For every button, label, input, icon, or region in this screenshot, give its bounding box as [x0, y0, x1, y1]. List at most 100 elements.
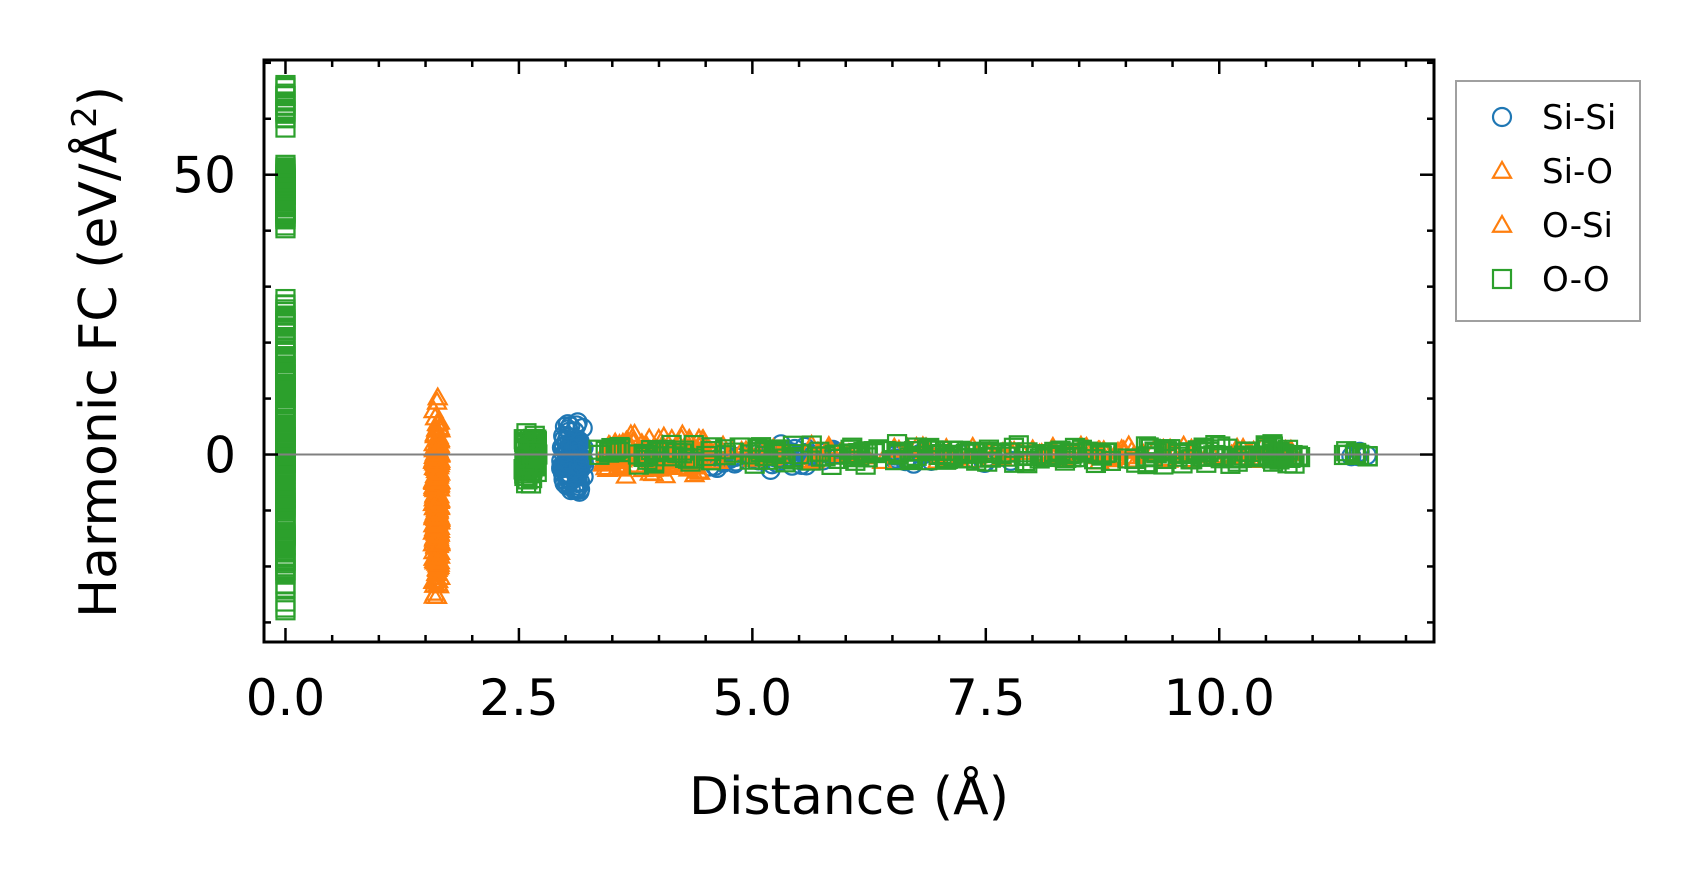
point-o-si	[427, 568, 449, 589]
point-o-si	[429, 532, 451, 552]
point-o-o	[842, 437, 863, 458]
x-tick-label: 7.5	[946, 669, 1026, 727]
point-o-o	[840, 439, 861, 460]
point-o-si	[422, 584, 445, 604]
point-o-si	[424, 442, 446, 462]
y-axis-label-superscript: 2	[65, 106, 105, 128]
point-o-o	[1167, 443, 1188, 464]
point-o-o	[275, 288, 296, 310]
x-tick-label: 0.0	[246, 669, 326, 727]
point-o-o	[919, 437, 940, 459]
point-o-o	[609, 441, 630, 463]
point-o-o	[1194, 438, 1215, 459]
point-o-si	[426, 386, 449, 406]
point-o-o	[599, 442, 620, 463]
point-o-si	[423, 438, 445, 458]
point-o-o	[1050, 440, 1071, 461]
point-o-o	[853, 442, 874, 463]
point-o-o	[275, 509, 296, 530]
point-o-o	[1336, 441, 1357, 462]
x-tick-label: 10.0	[1164, 669, 1275, 727]
legend-frame	[1455, 80, 1641, 322]
point-o-o	[275, 356, 296, 378]
y-axis-label-close: )	[69, 86, 129, 106]
point-o-o	[275, 311, 296, 332]
point-o-o	[275, 299, 296, 320]
legend-label-si-o: Si-O	[1542, 152, 1613, 192]
point-o-o	[640, 439, 662, 461]
point-o-o	[939, 440, 960, 461]
y-tick-label: 50	[172, 147, 236, 205]
point-o-o	[275, 482, 296, 503]
point-o-o	[1233, 445, 1255, 466]
point-o-o	[1124, 448, 1145, 470]
point-o-si	[426, 511, 449, 531]
point-si-si	[558, 419, 579, 440]
x-tick-label: 5.0	[713, 669, 793, 727]
point-o-o	[1236, 441, 1257, 462]
point-o-o	[1003, 437, 1025, 458]
point-o-o	[1036, 446, 1057, 468]
legend-label-o-o: O-O	[1542, 260, 1610, 300]
point-o-si	[426, 545, 449, 565]
point-o-o	[754, 441, 775, 462]
point-o-o	[275, 177, 296, 198]
point-si-si	[573, 451, 594, 472]
point-o-o	[809, 441, 830, 462]
point-o-o	[516, 423, 537, 444]
point-o-o	[863, 441, 884, 462]
point-o-o	[1062, 443, 1083, 464]
point-o-si	[611, 453, 633, 473]
point-o-o	[1262, 434, 1283, 455]
point-si-si	[557, 414, 578, 435]
point-o-si	[1117, 434, 1140, 454]
point-o-o	[1178, 442, 1199, 463]
legend-label-o-si: O-Si	[1542, 206, 1613, 246]
y-tick-labels: 0 50	[172, 147, 236, 485]
point-o-o	[923, 440, 944, 461]
point-o-o	[1096, 442, 1118, 463]
point-o-o	[275, 553, 296, 574]
point-o-o	[595, 440, 616, 462]
point-o-o	[588, 439, 609, 460]
point-o-o	[700, 440, 721, 462]
x-tick-labels: 0.0 2.5 5.0 7.5 10.0	[246, 669, 1275, 727]
point-o-o	[1085, 443, 1106, 464]
point-o-o	[747, 437, 768, 458]
point-o-o	[715, 439, 736, 460]
point-o-o	[943, 445, 964, 467]
point-o-si	[424, 502, 447, 522]
legend-marker-o-si	[1491, 213, 1513, 233]
x-tick-label: 2.5	[479, 669, 559, 727]
point-o-si	[422, 399, 445, 419]
legend-marker-si-o	[1491, 159, 1513, 179]
data-points	[275, 74, 1378, 621]
point-o-si	[427, 572, 449, 592]
point-o-o	[1155, 439, 1176, 460]
point-o-si	[623, 422, 646, 442]
y-axis-label-main: Harmonic FC (eV/Å	[67, 127, 129, 618]
point-o-o	[275, 591, 296, 612]
point-o-o	[275, 98, 296, 119]
point-o-o	[964, 443, 985, 464]
point-o-o	[1357, 445, 1378, 467]
legend: Si-Si Si-O O-Si O-O	[1455, 80, 1641, 322]
point-o-o	[526, 441, 548, 462]
point-o-si	[425, 466, 448, 486]
point-o-o	[275, 537, 296, 559]
point-o-o	[275, 522, 296, 543]
point-o-o	[864, 442, 885, 464]
point-o-o	[886, 434, 908, 455]
point-o-o	[749, 439, 770, 460]
y-axis-label: Harmonic FC (eV/Å2)	[65, 86, 129, 618]
legend-label-si-si: Si-Si	[1542, 98, 1616, 138]
point-si-si	[554, 416, 576, 437]
point-o-o	[275, 378, 296, 399]
legend-marker-si-si	[1491, 106, 1513, 128]
point-o-o	[1091, 445, 1112, 466]
point-o-o	[959, 441, 980, 462]
axis-ticks	[264, 60, 1434, 642]
y-tick-label: 0	[204, 427, 236, 485]
point-o-o	[1140, 438, 1162, 459]
x-axis-label: Distance (Å)	[689, 765, 1009, 827]
